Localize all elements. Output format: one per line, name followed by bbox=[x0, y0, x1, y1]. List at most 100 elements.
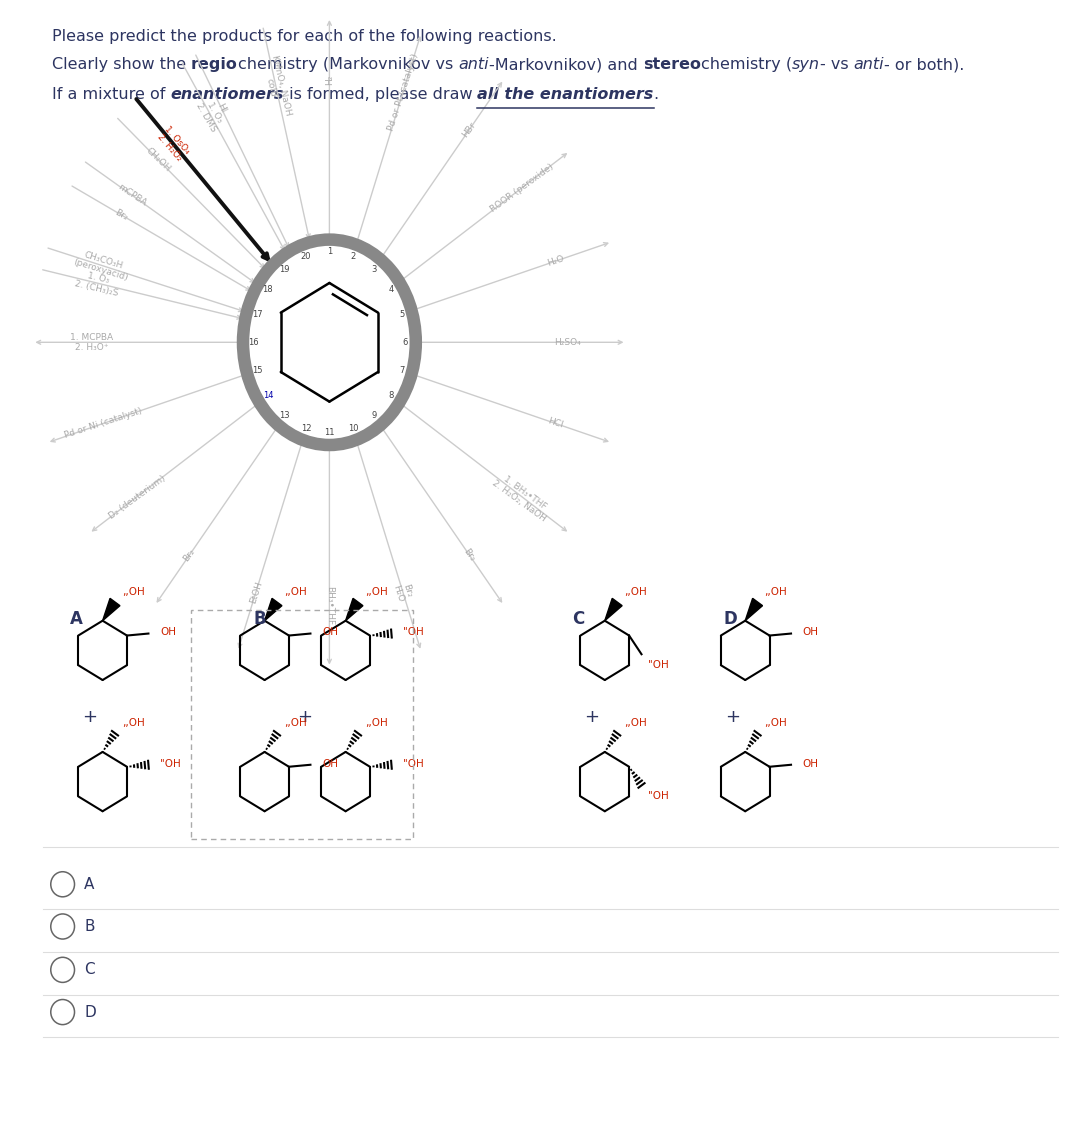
Text: OH: OH bbox=[322, 759, 338, 769]
Polygon shape bbox=[346, 598, 363, 621]
Text: +: + bbox=[725, 707, 740, 726]
Text: anti: anti bbox=[458, 57, 489, 72]
Text: 1. OsO₄
2. H₂O₂: 1. OsO₄ 2. H₂O₂ bbox=[154, 124, 191, 163]
Text: H₂SO₄: H₂SO₄ bbox=[554, 338, 581, 347]
Text: CH₂OH: CH₂OH bbox=[144, 146, 172, 173]
Text: Pd or Ni (catalyst): Pd or Ni (catalyst) bbox=[63, 406, 143, 440]
Text: chemistry (: chemistry ( bbox=[701, 57, 792, 72]
Text: Pd or Pt (catalyst): Pd or Pt (catalyst) bbox=[387, 52, 420, 132]
Text: 19: 19 bbox=[280, 265, 289, 274]
Polygon shape bbox=[745, 598, 762, 621]
Polygon shape bbox=[265, 598, 282, 621]
Text: OH: OH bbox=[802, 628, 819, 638]
Text: chemistry (Markovnikov vs: chemistry (Markovnikov vs bbox=[238, 57, 458, 72]
Text: HCl: HCl bbox=[546, 416, 565, 430]
Text: -Markovnikov) and: -Markovnikov) and bbox=[489, 57, 643, 72]
Text: 13: 13 bbox=[280, 411, 291, 420]
Text: ,,OH: ,,OH bbox=[365, 586, 388, 597]
Text: ,,OH: ,,OH bbox=[284, 718, 307, 728]
Text: BH₃•THF: BH₃•THF bbox=[325, 585, 334, 625]
Text: Please predict the products for each of the following reactions.: Please predict the products for each of … bbox=[52, 29, 556, 43]
Text: OH: OH bbox=[802, 759, 819, 769]
Text: ,,OH: ,,OH bbox=[284, 586, 307, 597]
Text: H₂: H₂ bbox=[325, 74, 334, 84]
Text: anti: anti bbox=[853, 57, 885, 72]
Text: EtOH: EtOH bbox=[248, 580, 264, 605]
Text: Br₂: Br₂ bbox=[113, 208, 130, 222]
Text: +: + bbox=[82, 707, 97, 726]
Text: - vs: - vs bbox=[820, 57, 853, 72]
Text: ,,OH: ,,OH bbox=[624, 718, 647, 728]
Polygon shape bbox=[605, 598, 622, 621]
Text: enantiomers: enantiomers bbox=[171, 87, 284, 102]
Text: B: B bbox=[254, 610, 267, 629]
Text: "OH: "OH bbox=[648, 791, 670, 801]
Text: ,,OH: ,,OH bbox=[122, 718, 145, 728]
Text: 2: 2 bbox=[350, 252, 355, 261]
Text: "OH: "OH bbox=[160, 759, 181, 769]
Text: +: + bbox=[584, 707, 599, 726]
Text: mCPBA: mCPBA bbox=[116, 183, 148, 208]
Text: D: D bbox=[84, 1004, 96, 1020]
Text: Br₂: Br₂ bbox=[462, 547, 477, 564]
Text: 7: 7 bbox=[399, 366, 404, 374]
Text: +: + bbox=[298, 707, 312, 726]
Text: ,,OH: ,,OH bbox=[122, 586, 145, 597]
Text: ROOR (peroxide): ROOR (peroxide) bbox=[488, 162, 555, 213]
Text: 3: 3 bbox=[372, 265, 377, 274]
Text: 16: 16 bbox=[248, 338, 259, 347]
Text: ,,OH: ,,OH bbox=[624, 586, 647, 597]
Text: B: B bbox=[84, 919, 95, 934]
Text: 4: 4 bbox=[389, 285, 393, 293]
Text: If a mixture of: If a mixture of bbox=[52, 87, 171, 102]
Text: .: . bbox=[653, 87, 659, 102]
Text: 1: 1 bbox=[327, 248, 332, 257]
Text: - or both).: - or both). bbox=[885, 57, 964, 72]
Text: 17: 17 bbox=[252, 310, 262, 318]
Text: 11: 11 bbox=[324, 428, 335, 437]
Text: 12: 12 bbox=[300, 423, 311, 432]
Text: C: C bbox=[84, 962, 95, 978]
Text: syn: syn bbox=[792, 57, 820, 72]
Text: 1. MCPBA
2. H₃O⁺: 1. MCPBA 2. H₃O⁺ bbox=[70, 332, 113, 353]
Text: OH: OH bbox=[322, 628, 338, 638]
Text: Br₂: Br₂ bbox=[181, 547, 197, 564]
Text: D: D bbox=[724, 610, 738, 629]
Text: OH: OH bbox=[160, 628, 176, 638]
Text: 18: 18 bbox=[262, 285, 273, 293]
Text: is formed, please draw: is formed, please draw bbox=[284, 87, 477, 102]
Text: regio: regio bbox=[191, 57, 238, 72]
Text: 8: 8 bbox=[388, 391, 393, 399]
Text: ,,OH: ,,OH bbox=[765, 718, 787, 728]
Text: 15: 15 bbox=[252, 366, 262, 374]
Text: 6: 6 bbox=[403, 338, 408, 347]
Text: 1. O₃
2. (CH₃)₂S: 1. O₃ 2. (CH₃)₂S bbox=[73, 269, 121, 298]
Text: 9: 9 bbox=[372, 411, 377, 420]
Text: 14: 14 bbox=[262, 391, 273, 399]
Text: A: A bbox=[70, 610, 83, 629]
Text: "OH: "OH bbox=[648, 659, 670, 670]
Text: ,,OH: ,,OH bbox=[365, 718, 388, 728]
Text: "OH: "OH bbox=[403, 759, 424, 769]
Text: "OH: "OH bbox=[403, 628, 424, 638]
Text: 10: 10 bbox=[348, 423, 359, 432]
Text: all the enantiomers: all the enantiomers bbox=[477, 87, 653, 102]
Text: 20: 20 bbox=[300, 252, 311, 261]
Text: A: A bbox=[84, 876, 95, 892]
Text: C: C bbox=[572, 610, 584, 629]
Text: KMnO₄, NaOH
cold: KMnO₄, NaOH cold bbox=[259, 54, 293, 119]
Text: HI: HI bbox=[215, 102, 228, 114]
Text: 1. BH₃•THF
2. H₂O₂, NaOH: 1. BH₃•THF 2. H₂O₂, NaOH bbox=[490, 470, 554, 524]
Text: stereo: stereo bbox=[643, 57, 701, 72]
Text: D₂ (deuterium): D₂ (deuterium) bbox=[107, 474, 166, 520]
Ellipse shape bbox=[243, 240, 416, 445]
Polygon shape bbox=[103, 598, 120, 621]
Text: CH₃CO₃H
(peroxyacid): CH₃CO₃H (peroxyacid) bbox=[71, 248, 132, 283]
Text: Clearly show the: Clearly show the bbox=[52, 57, 191, 72]
Text: ,,OH: ,,OH bbox=[765, 586, 787, 597]
Text: HBr: HBr bbox=[461, 120, 477, 139]
Text: H₂O: H₂O bbox=[546, 254, 566, 268]
Text: 1. O₃
2. DMS: 1. O₃ 2. DMS bbox=[194, 96, 227, 133]
Text: 5: 5 bbox=[400, 310, 404, 318]
Text: Br₂
H₂O: Br₂ H₂O bbox=[391, 581, 415, 604]
